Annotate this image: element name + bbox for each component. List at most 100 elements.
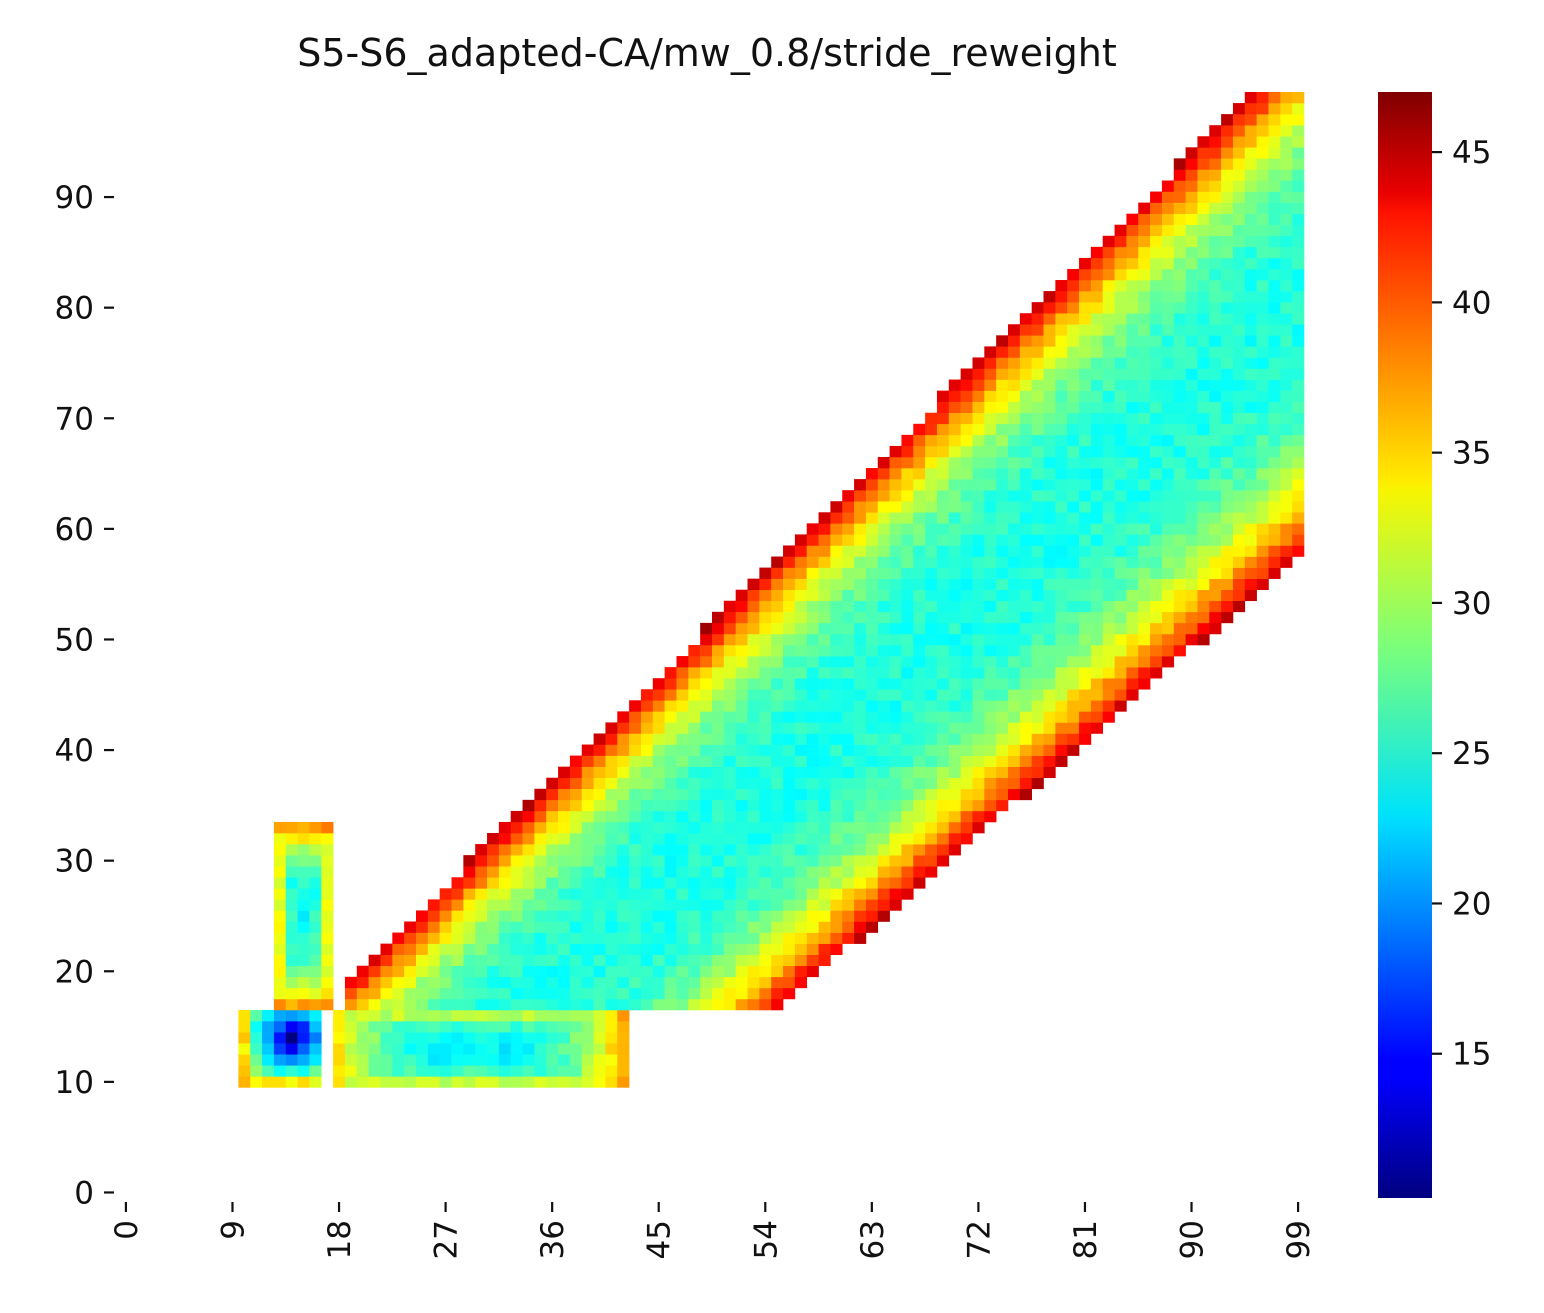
heatmap-cell	[273, 910, 287, 922]
heatmap-cell	[1090, 412, 1104, 425]
heatmap-cell	[984, 512, 997, 524]
heatmap-cell	[913, 479, 926, 491]
heatmap-cell	[1173, 191, 1186, 203]
heatmap-cell	[712, 711, 725, 723]
heatmap-cell	[818, 899, 831, 911]
heatmap-cell	[889, 678, 902, 690]
heatmap-cell	[700, 921, 713, 933]
heatmap-cell	[1268, 257, 1281, 270]
heatmap-cell	[250, 1076, 263, 1088]
heatmap-cell	[1268, 125, 1281, 137]
heatmap-cell	[865, 556, 879, 568]
heatmap-cell	[1232, 556, 1246, 568]
heatmap-cell	[984, 678, 997, 690]
heatmap-cell	[1114, 434, 1127, 447]
heatmap-cell	[1008, 788, 1021, 801]
heatmap-cell	[1280, 291, 1293, 303]
heatmap-cell	[238, 1076, 251, 1088]
heatmap-cell	[877, 545, 890, 557]
heatmap-cell	[546, 965, 559, 978]
heatmap-cell	[865, 656, 879, 668]
heatmap-cell	[1079, 368, 1092, 380]
heatmap-cell	[356, 1009, 369, 1022]
heatmap-cell	[1126, 368, 1139, 380]
heatmap-cell	[747, 888, 760, 900]
heatmap-cell	[712, 965, 725, 978]
heatmap-cell	[1292, 291, 1305, 303]
heatmap-cell	[830, 788, 843, 801]
heatmap-cell	[771, 799, 784, 812]
heatmap-cell	[747, 965, 760, 978]
heatmap-cell	[901, 810, 914, 823]
heatmap-cell	[925, 667, 938, 679]
heatmap-cell	[676, 766, 689, 779]
heatmap-cell	[451, 899, 464, 911]
heatmap-cell	[250, 1021, 263, 1033]
heatmap-cell	[913, 755, 926, 767]
heatmap-cell	[640, 722, 654, 734]
heatmap-cell	[546, 998, 559, 1011]
heatmap-cell	[1150, 445, 1163, 458]
heatmap-cell	[854, 833, 867, 845]
heatmap-cell	[1280, 302, 1293, 314]
heatmap-cell	[321, 998, 334, 1011]
heatmap-cell	[1268, 191, 1281, 203]
heatmap-cell	[1067, 324, 1080, 336]
heatmap-cell	[1197, 523, 1210, 535]
x-tick-label: 9	[215, 1220, 251, 1240]
heatmap-cell	[664, 987, 677, 1000]
heatmap-cell	[1114, 346, 1127, 358]
heatmap-cell	[688, 877, 701, 889]
heatmap-cell	[1292, 125, 1305, 137]
heatmap-cell	[996, 501, 1009, 513]
heatmap-cell	[1173, 633, 1186, 646]
heatmap-cell	[1292, 324, 1305, 336]
heatmap-cell	[948, 468, 961, 480]
heatmap-cell	[996, 777, 1009, 790]
heatmap-cell	[629, 987, 642, 1000]
heatmap-cell	[688, 810, 701, 823]
heatmap-cell	[1280, 412, 1293, 425]
heatmap-cell	[794, 534, 808, 546]
heatmap-cell	[901, 877, 914, 889]
heatmap-cell	[1079, 556, 1092, 568]
heatmap-cell	[605, 921, 618, 933]
heatmap-cell	[1244, 468, 1257, 480]
heatmap-cell	[1138, 246, 1151, 259]
heatmap-cell	[960, 589, 973, 602]
heatmap-cell	[1221, 125, 1234, 137]
heatmap-cell	[1256, 202, 1269, 214]
heatmap-cell	[984, 412, 997, 425]
heatmap-cell	[1292, 257, 1305, 270]
heatmap-cell	[1114, 224, 1127, 237]
heatmap-cell	[700, 744, 713, 756]
heatmap-cell	[1126, 268, 1139, 281]
heatmap-cell	[1197, 512, 1210, 524]
heatmap-cell	[1280, 125, 1293, 137]
heatmap-cell	[1043, 357, 1056, 369]
heatmap-cell	[877, 501, 890, 513]
heatmap-cell	[1031, 744, 1044, 756]
heatmap-cell	[1114, 379, 1127, 391]
heatmap-cell	[285, 855, 298, 867]
heatmap-cell	[1126, 578, 1139, 590]
heatmap-cell	[1244, 136, 1257, 148]
heatmap-cell	[1197, 578, 1210, 590]
heatmap-cell	[1126, 379, 1139, 391]
heatmap-cell	[747, 855, 760, 867]
heatmap-cell	[487, 965, 500, 978]
heatmap-cell	[297, 888, 310, 900]
heatmap-cell	[913, 667, 926, 679]
heatmap-cell	[854, 799, 867, 812]
heatmap-cell	[818, 645, 831, 657]
heatmap-cell	[522, 821, 535, 834]
heatmap-cell	[522, 1076, 535, 1088]
heatmap-cell	[1232, 512, 1246, 524]
heatmap-cell	[581, 866, 594, 878]
heatmap-cell	[771, 667, 784, 679]
heatmap-cell	[1079, 578, 1092, 590]
heatmap-cell	[735, 678, 748, 690]
heatmap-cell	[712, 722, 725, 734]
heatmap-cell	[735, 711, 748, 723]
heatmap-cell	[1161, 468, 1175, 480]
